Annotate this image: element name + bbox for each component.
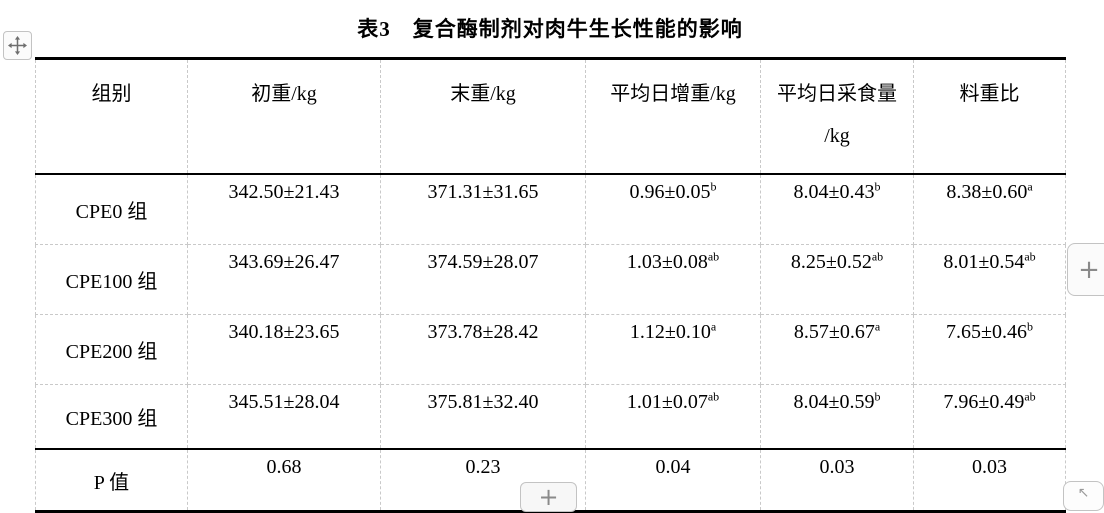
table-row: CPE200 组 340.18±23.65 373.78±28.42 1.12±0.1…: [35, 314, 1066, 385]
cell-value: 8.04±0.59: [793, 391, 875, 413]
data-cell[interactable]: 8.57±0.67a: [760, 314, 914, 385]
plus-icon: +: [538, 483, 559, 511]
cell-value: 342.50±21.43: [228, 181, 340, 203]
table-body: CPE0 组 342.50±21.43 371.31±31.65 0.96±0.05b…: [35, 173, 1066, 513]
cell-value: 7.96±0.49: [943, 391, 1025, 413]
significance-superscript: a: [710, 319, 717, 334]
cell-value: 371.31±31.65: [427, 181, 539, 203]
group-label-cell[interactable]: CPE0 组: [35, 173, 188, 245]
significance-superscript: a: [1027, 179, 1033, 194]
cell-value: 345.51±28.04: [228, 391, 340, 413]
data-cell[interactable]: 7.65±0.46b: [913, 314, 1066, 385]
column-header-label: 平均日增重/kg: [610, 83, 736, 105]
data-cell[interactable]: 0.03: [760, 448, 914, 513]
cell-value: 8.38±0.60: [946, 181, 1028, 203]
column-header[interactable]: 末重/kg: [380, 57, 586, 175]
data-cell[interactable]: 340.18±23.65: [187, 314, 381, 385]
data-cell[interactable]: 8.01±0.54ab: [913, 244, 1066, 315]
cell-value: 1.03±0.08: [626, 251, 708, 273]
data-cell[interactable]: 343.69±26.47: [187, 244, 381, 315]
cell-value: 0.04: [655, 456, 691, 478]
column-header[interactable]: 平均日增重/kg: [585, 57, 761, 175]
northwest-arrow-icon: ↖: [1077, 485, 1090, 501]
insert-row-button[interactable]: +: [520, 482, 577, 512]
data-cell[interactable]: 1.01±0.07ab: [585, 384, 761, 450]
cell-value: 0.03: [972, 456, 1007, 478]
cell-value: 8.01±0.54: [943, 251, 1025, 273]
column-header-label: 末重/kg: [450, 83, 516, 105]
significance-superscript: ab: [707, 249, 720, 264]
data-cell[interactable]: 345.51±28.04: [187, 384, 381, 450]
cell-value: 343.69±26.47: [228, 251, 340, 273]
significance-superscript: ab: [871, 249, 884, 264]
column-header-unit: /kg: [824, 125, 850, 147]
table-move-handle[interactable]: [3, 31, 32, 60]
group-label-cell[interactable]: CPE300 组: [35, 384, 188, 450]
data-cell[interactable]: 0.03: [913, 448, 1066, 513]
group-label-cell[interactable]: P 值: [35, 448, 188, 513]
cell-value: 373.78±28.42: [427, 321, 539, 343]
cell-value: 8.57±0.67: [793, 321, 875, 343]
data-cell[interactable]: 8.38±0.60a: [913, 173, 1066, 245]
move-icon: [8, 36, 27, 55]
cell-value: 375.81±32.40: [427, 391, 539, 413]
data-cell[interactable]: 374.59±28.07: [380, 244, 586, 315]
significance-superscript: b: [874, 179, 881, 194]
corner-resize-button[interactable]: ↖: [1063, 481, 1104, 511]
data-cell[interactable]: 375.81±32.40: [380, 384, 586, 450]
data-cell[interactable]: 373.78±28.42: [380, 314, 586, 385]
cell-value: 8.04±0.43: [793, 181, 875, 203]
data-cell[interactable]: 7.96±0.49ab: [913, 384, 1066, 450]
significance-superscript: b: [874, 389, 881, 404]
significance-superscript: ab: [1024, 389, 1036, 404]
significance-superscript: b: [1026, 319, 1033, 334]
cell-value: 0.68: [266, 456, 302, 478]
table-row: CPE0 组 342.50±21.43 371.31±31.65 0.96±0.05b…: [35, 173, 1066, 245]
cell-value: 0.96±0.05: [629, 181, 711, 203]
insert-column-button[interactable]: +: [1067, 243, 1104, 296]
column-header-label: 初重/kg: [251, 83, 317, 105]
cell-value: 1.01±0.07: [626, 391, 708, 413]
table-header: 组别 初重/kg 末重/kg 平均日增重/kg 平均日采食量/kg 料重比: [35, 57, 1066, 175]
cell-value: 0.23: [465, 456, 501, 478]
cell-value: 0.03: [819, 456, 855, 478]
table-row: CPE300 组 345.51±28.04 375.81±32.40 1.01±0.0…: [35, 384, 1066, 450]
header-row: 组别 初重/kg 末重/kg 平均日增重/kg 平均日采食量/kg 料重比: [35, 57, 1066, 175]
significance-superscript: b: [710, 179, 717, 194]
data-cell[interactable]: 0.04: [585, 448, 761, 513]
data-cell[interactable]: 8.04±0.59b: [760, 384, 914, 450]
data-cell[interactable]: 0.96±0.05b: [585, 173, 761, 245]
data-cell[interactable]: 371.31±31.65: [380, 173, 586, 245]
column-header-label: 料重比: [959, 83, 1020, 105]
cell-value: 340.18±23.65: [228, 321, 340, 343]
table-caption: 表3 复合酶制剂对肉牛生长性能的影响: [357, 17, 743, 41]
cell-value: 1.12±0.10: [629, 321, 711, 343]
data-cell[interactable]: 342.50±21.43: [187, 173, 381, 245]
significance-superscript: ab: [707, 389, 720, 404]
data-table-container: 组别 初重/kg 末重/kg 平均日增重/kg 平均日采食量/kg 料重比 CPE0 组 3…: [35, 57, 1066, 513]
column-header[interactable]: 组别: [35, 57, 188, 175]
column-header[interactable]: 料重比: [913, 57, 1066, 175]
column-header-label: 平均日采食量: [777, 83, 897, 105]
data-cell[interactable]: 1.12±0.10a: [585, 314, 761, 385]
column-header[interactable]: 平均日采食量/kg: [760, 57, 914, 175]
group-label-cell[interactable]: CPE100 组: [35, 244, 188, 315]
cell-value: 8.25±0.52: [790, 251, 872, 273]
plus-icon: +: [1078, 254, 1100, 285]
column-header-label: 组别: [91, 83, 132, 105]
table-row: CPE100 组 343.69±26.47 374.59±28.07 1.03±0.0…: [35, 244, 1066, 315]
significance-superscript: ab: [1024, 249, 1036, 264]
data-cell[interactable]: 8.25±0.52ab: [760, 244, 914, 315]
data-cell[interactable]: 8.04±0.43b: [760, 173, 914, 245]
significance-superscript: a: [874, 319, 881, 334]
cell-value: 7.65±0.46: [946, 321, 1027, 343]
group-label-cell[interactable]: CPE200 组: [35, 314, 188, 385]
growth-performance-table: 组别 初重/kg 末重/kg 平均日增重/kg 平均日采食量/kg 料重比 CPE0 组 3…: [35, 57, 1066, 513]
data-cell[interactable]: 1.03±0.08ab: [585, 244, 761, 315]
data-cell[interactable]: 0.68: [187, 448, 381, 513]
cell-value: 374.59±28.07: [427, 251, 539, 273]
column-header[interactable]: 初重/kg: [187, 57, 381, 175]
